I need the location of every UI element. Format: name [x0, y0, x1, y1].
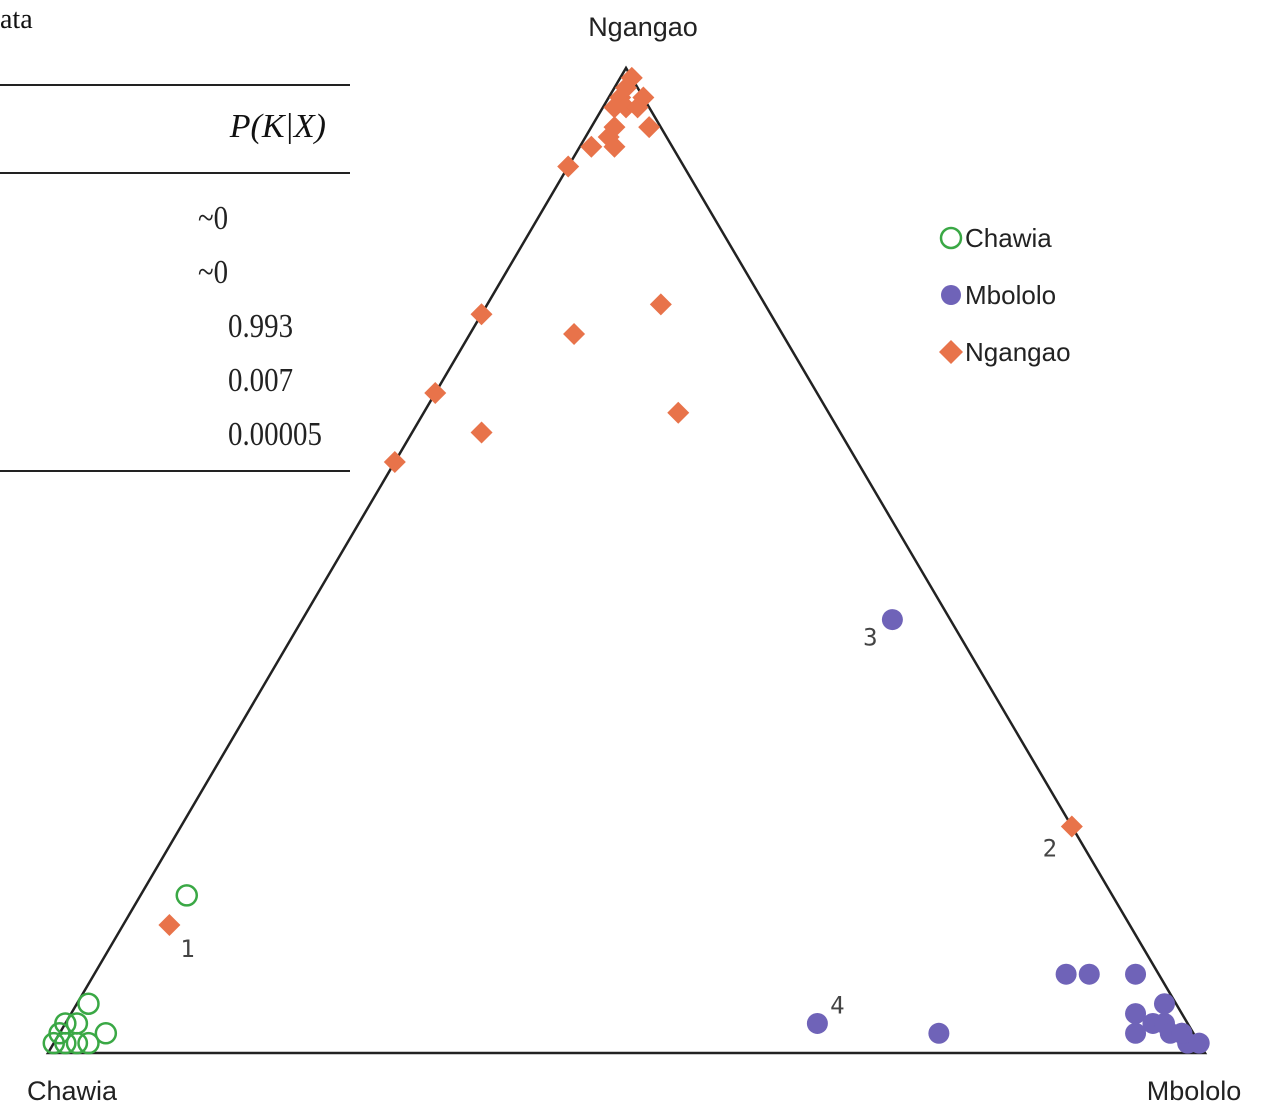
- point-annotation-1: 1: [180, 935, 194, 963]
- vertex-label-top: Ngangao: [588, 12, 698, 42]
- point-ngangao-13: [557, 155, 580, 178]
- point-chawia-2: [77, 992, 100, 1015]
- point-ngangao-20: [383, 451, 406, 473]
- point-mbololo-15: [1171, 1022, 1193, 1044]
- table-caption-fragment: ata: [0, 4, 33, 35]
- point-mbololo-5: [1125, 963, 1147, 985]
- point-chawia-8: [42, 1031, 66, 1055]
- point-mbololo-4: [1078, 963, 1100, 985]
- point-annotation-4: 4: [830, 991, 844, 1019]
- point-ngangao-21: [158, 913, 181, 936]
- table-cell-value-5: 0.00005: [228, 416, 322, 453]
- ternary-triangle-frame: [45, 65, 1208, 1055]
- point-ngangao-5: [603, 96, 626, 119]
- point-mbololo-6: [1125, 1022, 1147, 1044]
- legend: Chawia Mbololo Ngangao: [939, 223, 1071, 367]
- table-bottom-rule: [0, 470, 350, 472]
- point-ngangao-16: [563, 322, 586, 345]
- point-ngangao-12: [580, 135, 603, 158]
- point-annotations: 3 4 1 2: [180, 624, 1057, 1020]
- point-mbololo-13: [1188, 1032, 1210, 1054]
- table-header-rule: [0, 172, 350, 174]
- point-chawia-6: [77, 1031, 100, 1055]
- point-chawia-10: [54, 1031, 77, 1055]
- point-ngangao-17: [667, 401, 690, 424]
- legend-label-chawia: Chawia: [965, 223, 1052, 253]
- point-chawia-5: [94, 1022, 118, 1045]
- point-mbololo-16: [1153, 993, 1175, 1015]
- point-ngangao-11: [638, 116, 661, 139]
- point-ngangao-10: [603, 135, 626, 158]
- point-annotation-2: 2: [1043, 834, 1057, 862]
- legend-marker-ngangao: [939, 340, 963, 364]
- vertex-label-left: Chawia: [27, 1076, 118, 1106]
- table-top-rule: [0, 84, 350, 86]
- point-ngangao-15: [470, 303, 493, 326]
- point-ngangao-4: [615, 96, 638, 119]
- point-ngangao-22: [1060, 815, 1083, 838]
- legend-label-mbololo: Mbololo: [965, 280, 1056, 310]
- point-ngangao-7: [632, 86, 655, 109]
- point-ngangao-19: [470, 421, 493, 444]
- point-mbololo-1: [881, 609, 903, 631]
- legend-marker-chawia: [939, 226, 963, 250]
- point-mbololo-2: [806, 1012, 828, 1034]
- point-chawia-9: [65, 1031, 89, 1055]
- table-column-header: P(K|X): [229, 108, 326, 145]
- legend-label-ngangao: Ngangao: [965, 337, 1071, 367]
- probability-table: ata P(K|X) ~0 ~0 0.993 0.007 0.00005: [0, 0, 352, 480]
- table-cell-value-3: 0.993: [228, 308, 294, 345]
- table-cell-value-1: ~0: [198, 200, 229, 237]
- point-ngangao-8: [603, 116, 626, 139]
- point-annotation-3: 3: [863, 624, 877, 652]
- vertex-label-right: Mbololo: [1147, 1076, 1242, 1106]
- point-mbololo-3: [1055, 963, 1077, 985]
- table-cell-value-2: ~0: [198, 254, 229, 291]
- legend-marker-mbololo: [941, 285, 961, 305]
- table-cell-value-4: 0.007: [228, 362, 294, 399]
- point-chawia-1: [175, 884, 199, 907]
- data-points: [42, 66, 1210, 1055]
- point-ngangao-14: [649, 293, 672, 316]
- point-mbololo-14: [928, 1022, 950, 1044]
- point-ngangao-18: [424, 382, 447, 405]
- point-mbololo-7: [1125, 1003, 1147, 1025]
